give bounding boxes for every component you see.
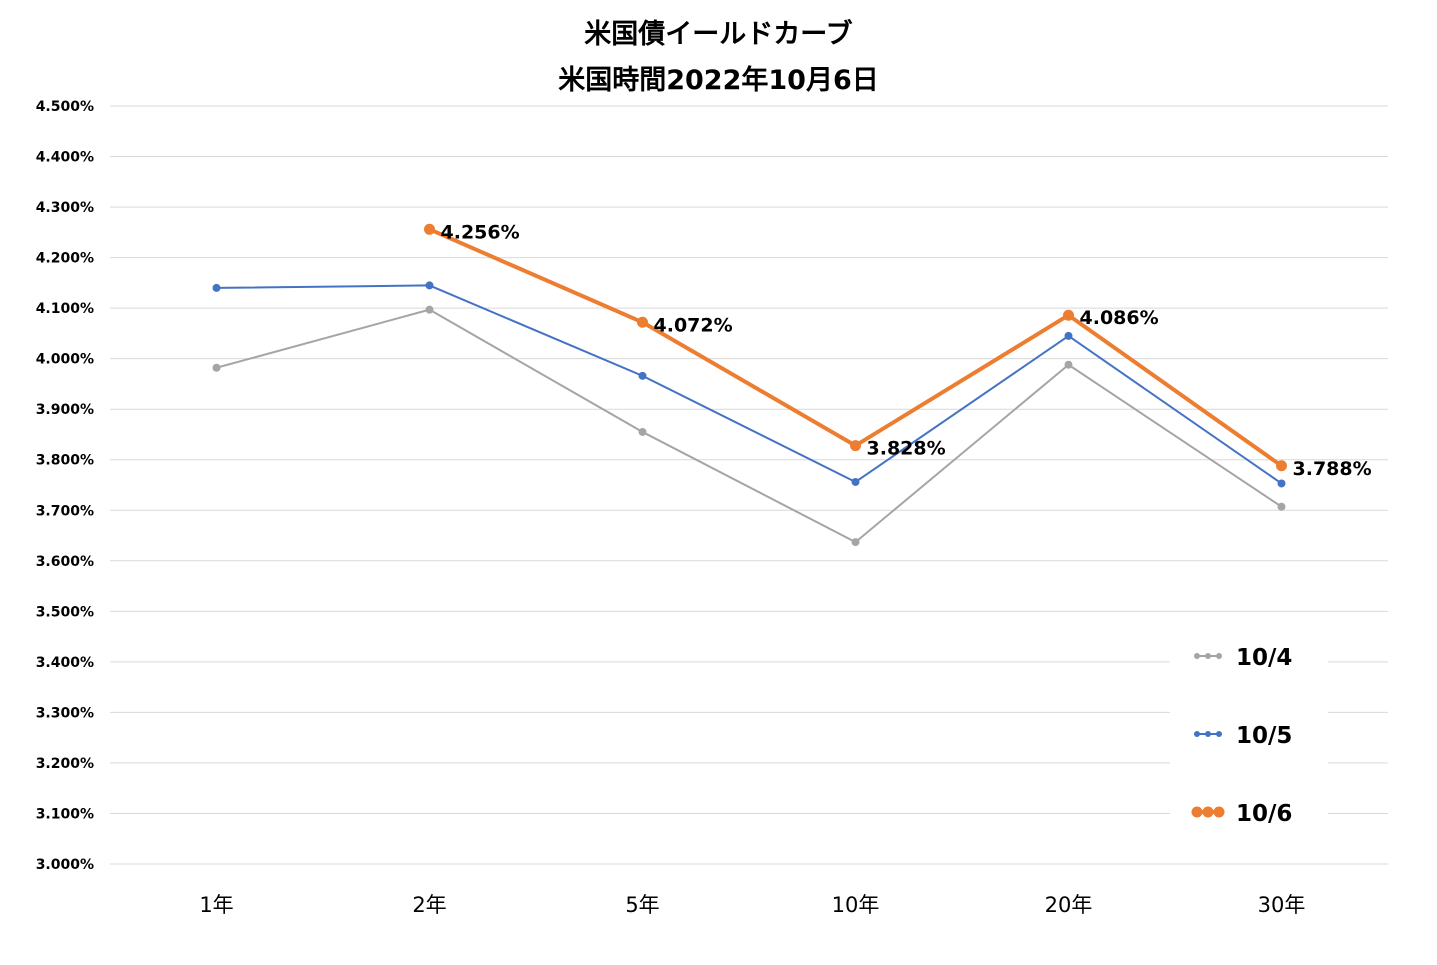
series-2-point xyxy=(638,371,647,380)
legend-marker xyxy=(1191,806,1203,818)
series-1-point xyxy=(212,363,221,372)
series-3-point xyxy=(1276,460,1287,472)
series-line-1 xyxy=(216,308,1283,544)
series-1-point xyxy=(851,538,860,547)
data-label: 3.788% xyxy=(1293,458,1372,480)
series-2-point xyxy=(1064,331,1073,340)
y-tick-label: 3.600% xyxy=(36,554,94,570)
legend-marker xyxy=(1216,731,1222,737)
y-tick-label: 3.200% xyxy=(36,756,94,772)
x-tick-label: 1年 xyxy=(199,893,233,917)
data-label: 4.086% xyxy=(1080,307,1159,329)
legend-marker xyxy=(1194,731,1200,737)
series-3-point xyxy=(637,316,648,328)
y-tick-label: 4.400% xyxy=(36,150,94,166)
x-tick-label: 5年 xyxy=(625,893,659,917)
x-tick-label: 10年 xyxy=(832,893,880,917)
legend-entry: 10/5 xyxy=(1236,723,1292,749)
y-tick-label: 3.300% xyxy=(36,705,94,721)
y-tick-label: 3.500% xyxy=(36,604,94,620)
chart-subtitle: 米国時間2022年10月6日 xyxy=(558,65,879,96)
series-3-point xyxy=(1063,309,1074,321)
series-2-point xyxy=(425,281,434,290)
plot-area: 4.256% 4.072% 3.828% 4.086% 3.788% xyxy=(212,221,1372,547)
x-tick-label: 30年 xyxy=(1258,893,1306,917)
x-tick-label: 2年 xyxy=(412,893,446,917)
y-tick-label: 4.200% xyxy=(36,251,94,267)
y-tick-label: 3.000% xyxy=(36,857,94,873)
series-3-point xyxy=(850,440,861,452)
legend-marker xyxy=(1205,653,1211,659)
legend-marker xyxy=(1194,653,1200,659)
x-tick-label: 20年 xyxy=(1045,893,1093,917)
data-label: 3.828% xyxy=(867,438,946,460)
y-tick-label: 4.000% xyxy=(36,352,94,368)
series-1-point xyxy=(425,305,434,314)
legend-entry: 10/4 xyxy=(1236,645,1292,671)
y-tick-label: 4.500% xyxy=(36,99,94,115)
series-line-3 xyxy=(428,227,1283,468)
series-2-point xyxy=(212,283,221,292)
legend-entry: 10/6 xyxy=(1236,801,1292,827)
y-axis: 4.500% 4.400% 4.300% 4.200% 4.100% 4.000% 3.90… xyxy=(36,99,94,873)
series-1-point xyxy=(638,427,647,436)
chart-title-block: 米国債イールドカーブ 米国時間2022年10月6日 xyxy=(0,12,1437,104)
data-label: 4.072% xyxy=(654,314,733,336)
legend-marker xyxy=(1205,731,1211,737)
series-2-point xyxy=(1277,479,1286,488)
series-2-point xyxy=(851,477,860,486)
y-tick-label: 3.100% xyxy=(36,806,94,822)
y-tick-label: 3.900% xyxy=(36,402,94,418)
legend-marker xyxy=(1216,653,1222,659)
chart-title: 米国債イールドカーブ xyxy=(584,19,853,50)
series-1-point xyxy=(1277,502,1286,511)
legend-marker xyxy=(1213,806,1225,818)
legend-marker xyxy=(1202,806,1214,818)
legend: 10/4 10/5 10/6 xyxy=(1170,630,1328,840)
data-label: 4.256% xyxy=(441,221,520,243)
y-tick-label: 4.300% xyxy=(36,200,94,216)
series-1-point xyxy=(1064,360,1073,369)
x-axis: 1年 2年 5年 10年 20年 30年 xyxy=(199,893,1305,917)
y-tick-label: 3.700% xyxy=(36,503,94,519)
series-3-point xyxy=(424,223,435,235)
y-tick-label: 3.400% xyxy=(36,655,94,671)
y-tick-label: 4.100% xyxy=(36,301,94,317)
series-line-2 xyxy=(216,284,1283,485)
y-tick-label: 3.800% xyxy=(36,453,94,469)
